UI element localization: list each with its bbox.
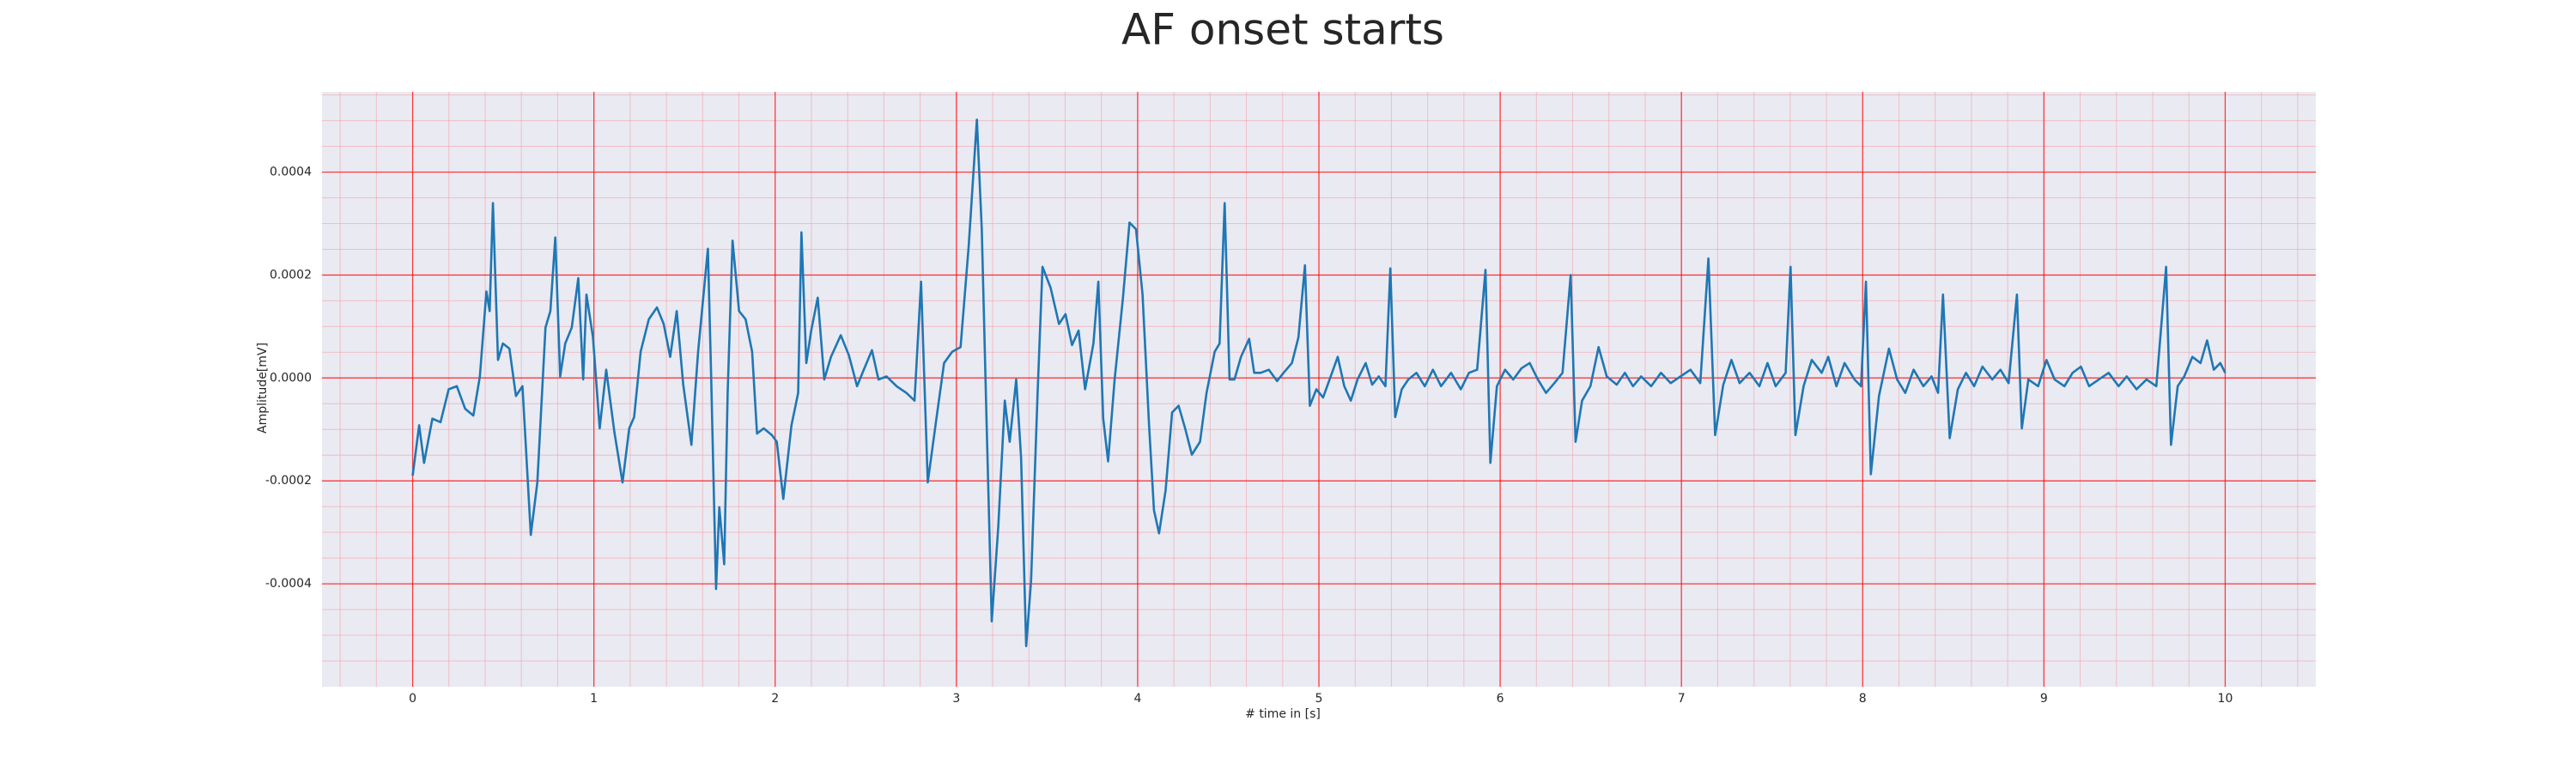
x-tick-label: 8 xyxy=(1859,692,1867,706)
y-axis-label: Amplitude[mV] xyxy=(256,343,270,433)
y-tick-label: -0.0004 xyxy=(265,577,312,591)
signal-line xyxy=(411,118,2227,647)
y-tick-label: 0.0002 xyxy=(270,268,312,282)
x-tick-label: 6 xyxy=(1497,692,1504,706)
x-tick-label: 2 xyxy=(771,692,779,706)
x-tick-label: 0 xyxy=(409,692,416,706)
y-tick-label: 0.0004 xyxy=(270,166,312,179)
x-tick-label: 4 xyxy=(1133,692,1141,706)
x-axis-label: # time in [s] xyxy=(1245,707,1321,721)
x-tick-label: 5 xyxy=(1315,692,1323,706)
x-tick-label: 10 xyxy=(2218,692,2233,706)
y-tick-label: 0.0000 xyxy=(270,371,312,385)
chart-title: AF onset starts xyxy=(1121,5,1444,55)
x-tick-label: 1 xyxy=(590,692,598,706)
x-tick-label: 9 xyxy=(2040,692,2048,706)
x-tick-label: 3 xyxy=(952,692,960,706)
x-tick-label: 7 xyxy=(1678,692,1686,706)
y-tick-label: -0.0002 xyxy=(265,474,312,488)
